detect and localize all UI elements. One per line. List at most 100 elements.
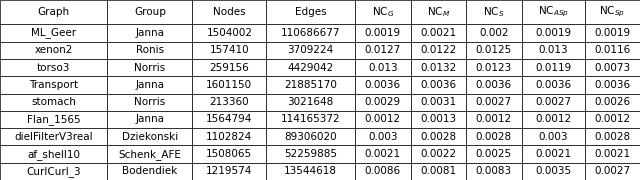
Bar: [466, 59, 522, 76]
Bar: [266, 145, 355, 163]
Text: stomach: stomach: [31, 97, 76, 107]
Text: 1508065: 1508065: [206, 149, 252, 159]
Text: 0.0028: 0.0028: [420, 132, 456, 142]
Bar: [266, 0, 355, 24]
Text: xenon2: xenon2: [35, 45, 73, 55]
Bar: [355, 128, 411, 145]
Bar: [0, 42, 108, 59]
Text: 259156: 259156: [209, 63, 249, 73]
Text: 13544618: 13544618: [284, 166, 337, 176]
Text: 0.0019: 0.0019: [535, 28, 571, 38]
Bar: [355, 93, 411, 111]
Bar: [584, 24, 640, 42]
Text: 0.0025: 0.0025: [476, 149, 512, 159]
Text: Edges: Edges: [295, 7, 326, 17]
Text: Bodendiek: Bodendiek: [122, 166, 177, 176]
Text: 0.0027: 0.0027: [535, 97, 571, 107]
Bar: [266, 76, 355, 93]
Text: 0.0021: 0.0021: [535, 149, 571, 159]
Bar: [0, 0, 108, 24]
Text: 0.0083: 0.0083: [476, 166, 512, 176]
Bar: [355, 0, 411, 24]
Bar: [522, 111, 584, 128]
Bar: [466, 76, 522, 93]
Bar: [411, 0, 466, 24]
Bar: [266, 42, 355, 59]
Text: 1102824: 1102824: [206, 132, 253, 142]
Text: 0.013: 0.013: [538, 45, 568, 55]
Bar: [355, 42, 411, 59]
Text: 89306020: 89306020: [284, 132, 337, 142]
Bar: [0, 76, 108, 93]
Text: 213360: 213360: [209, 97, 249, 107]
Text: 0.0012: 0.0012: [594, 114, 630, 124]
Bar: [522, 145, 584, 163]
Text: dielFilterV3real: dielFilterV3real: [14, 132, 93, 142]
Text: 0.0036: 0.0036: [420, 80, 456, 90]
Text: 0.013: 0.013: [368, 63, 397, 73]
Bar: [466, 93, 522, 111]
Bar: [411, 59, 466, 76]
Text: 0.002: 0.002: [479, 28, 509, 38]
Bar: [584, 163, 640, 180]
Bar: [411, 145, 466, 163]
Text: 0.0036: 0.0036: [535, 80, 571, 90]
Text: 0.0027: 0.0027: [476, 97, 512, 107]
Bar: [193, 128, 266, 145]
Bar: [193, 163, 266, 180]
Text: NC$_S$: NC$_S$: [483, 5, 504, 19]
Bar: [0, 145, 108, 163]
Text: 3709224: 3709224: [287, 45, 334, 55]
Bar: [193, 24, 266, 42]
Bar: [108, 111, 193, 128]
Text: Nodes: Nodes: [213, 7, 246, 17]
Text: 0.0036: 0.0036: [476, 80, 512, 90]
Bar: [193, 76, 266, 93]
Text: NC$_{ASp}$: NC$_{ASp}$: [538, 5, 568, 19]
Bar: [193, 145, 266, 163]
Bar: [355, 145, 411, 163]
Text: 0.0029: 0.0029: [365, 97, 401, 107]
Bar: [584, 76, 640, 93]
Text: 0.0132: 0.0132: [420, 63, 456, 73]
Bar: [522, 128, 584, 145]
Text: 0.0021: 0.0021: [594, 149, 630, 159]
Text: 0.0022: 0.0022: [420, 149, 456, 159]
Bar: [584, 59, 640, 76]
Text: 0.0123: 0.0123: [476, 63, 512, 73]
Bar: [411, 128, 466, 145]
Text: Ronis: Ronis: [136, 45, 164, 55]
Bar: [108, 145, 193, 163]
Bar: [584, 93, 640, 111]
Text: Janna: Janna: [135, 114, 164, 124]
Text: 0.0119: 0.0119: [535, 63, 571, 73]
Bar: [411, 76, 466, 93]
Bar: [193, 42, 266, 59]
Bar: [266, 24, 355, 42]
Bar: [411, 111, 466, 128]
Text: 0.0086: 0.0086: [365, 166, 401, 176]
Text: Graph: Graph: [38, 7, 70, 17]
Text: 0.0028: 0.0028: [476, 132, 512, 142]
Text: 0.0021: 0.0021: [365, 149, 401, 159]
Bar: [193, 93, 266, 111]
Bar: [466, 111, 522, 128]
Bar: [108, 93, 193, 111]
Bar: [0, 24, 108, 42]
Bar: [108, 42, 193, 59]
Text: 0.0125: 0.0125: [476, 45, 512, 55]
Bar: [584, 128, 640, 145]
Bar: [411, 42, 466, 59]
Bar: [193, 0, 266, 24]
Text: 1219574: 1219574: [206, 166, 253, 176]
Bar: [355, 111, 411, 128]
Text: NC$_M$: NC$_M$: [427, 5, 450, 19]
Text: 1601150: 1601150: [206, 80, 252, 90]
Text: 114165372: 114165372: [281, 114, 340, 124]
Text: 0.0019: 0.0019: [594, 28, 630, 38]
Text: 0.0036: 0.0036: [594, 80, 630, 90]
Text: Janna: Janna: [135, 28, 164, 38]
Text: Group: Group: [134, 7, 166, 17]
Text: Transport: Transport: [29, 80, 78, 90]
Text: Norris: Norris: [134, 63, 166, 73]
